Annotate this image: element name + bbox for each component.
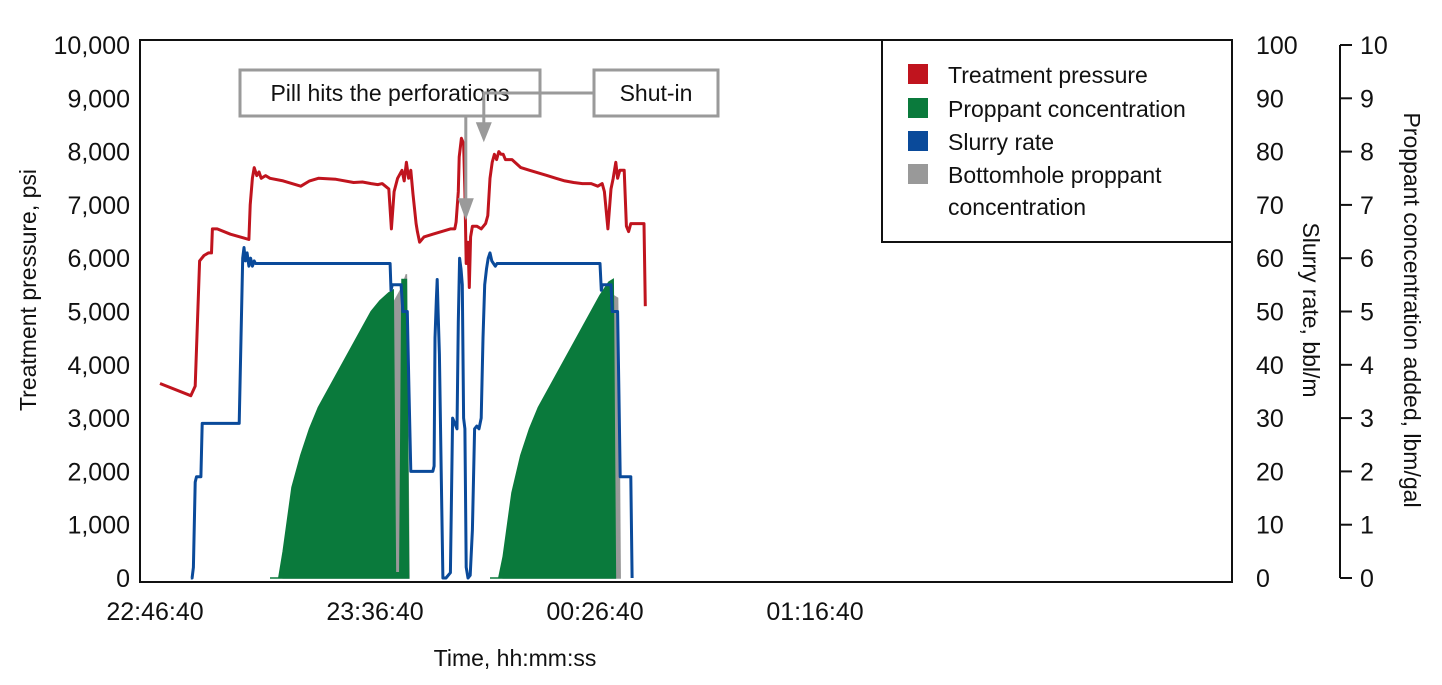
right-axis-slurry-rate: 0 10 20 30 40 50 60 70 80 90 100 [1256,32,1298,593]
series-line-treatment-pressure [159,136,647,398]
right2-tick-label: 2 [1360,458,1374,486]
x-tick-label: 01:16:40 [766,598,863,626]
left-tick-label: 4,000 [67,352,130,380]
legend-label-bottomhole-line1: Bottomhole proppant [948,162,1162,188]
x-tick-label: 23:36:40 [326,598,423,626]
right1-tick-label: 0 [1256,565,1270,593]
legend: Treatment pressure Proppant concentratio… [881,39,1233,243]
right1-tick-label: 30 [1256,405,1284,433]
series-area-2-segment-0 [270,278,410,579]
right1-tick-label: 50 [1256,299,1284,327]
annotations: Pill hits the perforations Shut-in [238,68,720,221]
right2-tick-label: 1 [1360,512,1374,540]
right-axis-proppant: 0 1 2 3 4 5 6 7 8 9 10 [1339,32,1388,593]
right2-tick-label: 5 [1360,299,1374,327]
left-axis-title: Treatment pressure, psi [15,169,41,411]
annotation-label-shut-in: Shut-in [620,80,693,106]
legend-label-treatment-pressure: Treatment pressure [948,62,1148,88]
series-line-0-segment-0 [159,136,647,398]
left-tick-label: 3,000 [67,405,130,433]
left-axis: 0 1,000 2,000 3,000 4,000 5,000 6,000 7,000 8,00… [54,32,130,593]
right1-tick-label: 60 [1256,245,1284,273]
right2-tick-label: 4 [1360,352,1374,380]
right2-tick-label: 6 [1360,245,1374,273]
legend-swatch-slurry-rate [908,131,928,151]
left-tick-label: 1,000 [67,512,130,540]
right1-tick-label: 70 [1256,192,1284,220]
x-tick-label: 22:46:40 [106,598,203,626]
legend-label-bottomhole-proppant: Bottomhole proppant concentration [948,162,1168,220]
series-line-1-segment-0 [190,246,634,580]
x-axis-title: Time, hh:mm:ss [434,645,597,671]
series-line-slurry-rate [190,246,634,580]
legend-label-slurry-rate: Slurry rate [948,129,1054,155]
right2-tick-label: 7 [1360,192,1374,220]
legend-swatch-treatment-pressure [908,64,928,84]
annotation-arrow-shut-in [475,122,492,143]
right1-tick-label: 100 [1256,32,1298,60]
left-tick-label: 8,000 [67,139,130,167]
right1-tick-label: 40 [1256,352,1284,380]
annotation-label-pill: Pill hits the perforations [270,80,509,106]
left-tick-label: 7,000 [67,192,130,220]
legend-label-proppant-concentration: Proppant concentration [948,96,1186,122]
right-axis-title-slurry-rate: Slurry rate, bbl/m [1298,222,1324,397]
right2-tick-label: 3 [1360,405,1374,433]
right1-tick-label: 10 [1256,512,1284,540]
left-tick-label: 10,000 [54,32,130,60]
annotation-arrow-pill [457,198,474,221]
annotation-leader-shut-in [482,91,594,125]
x-axis: 22:46:40 23:36:40 00:26:40 01:16:40 [106,598,863,626]
annotation-leader-pill [464,114,540,201]
legend-swatch-proppant-concentration [908,98,928,118]
legend-swatch-bottomhole-proppant [908,164,928,184]
legend-box [881,39,1233,243]
series-area-proppant [270,278,617,579]
plot-frame [139,39,1233,583]
x-tick-label: 00:26:40 [546,598,643,626]
right1-tick-label: 90 [1256,85,1284,113]
right2-tick-label: 10 [1360,32,1388,60]
right-axis-title-proppant: Proppant concentration added, lbm/gal [1399,112,1425,507]
left-tick-label: 5,000 [67,299,130,327]
left-tick-label: 0 [116,565,130,593]
left-tick-label: 6,000 [67,245,130,273]
right2-tick-label: 8 [1360,139,1374,167]
right2-tick-label: 0 [1360,565,1374,593]
right1-tick-label: 20 [1256,458,1284,486]
left-tick-label: 2,000 [67,458,130,486]
left-tick-label: 9,000 [67,85,130,113]
series-area-2-segment-1 [490,278,617,579]
annotation-box-shut-in [592,68,720,118]
right1-tick-label: 80 [1256,139,1284,167]
right2-tick-label: 9 [1360,85,1374,113]
legend-label-bottomhole-line2: concentration [948,194,1086,220]
